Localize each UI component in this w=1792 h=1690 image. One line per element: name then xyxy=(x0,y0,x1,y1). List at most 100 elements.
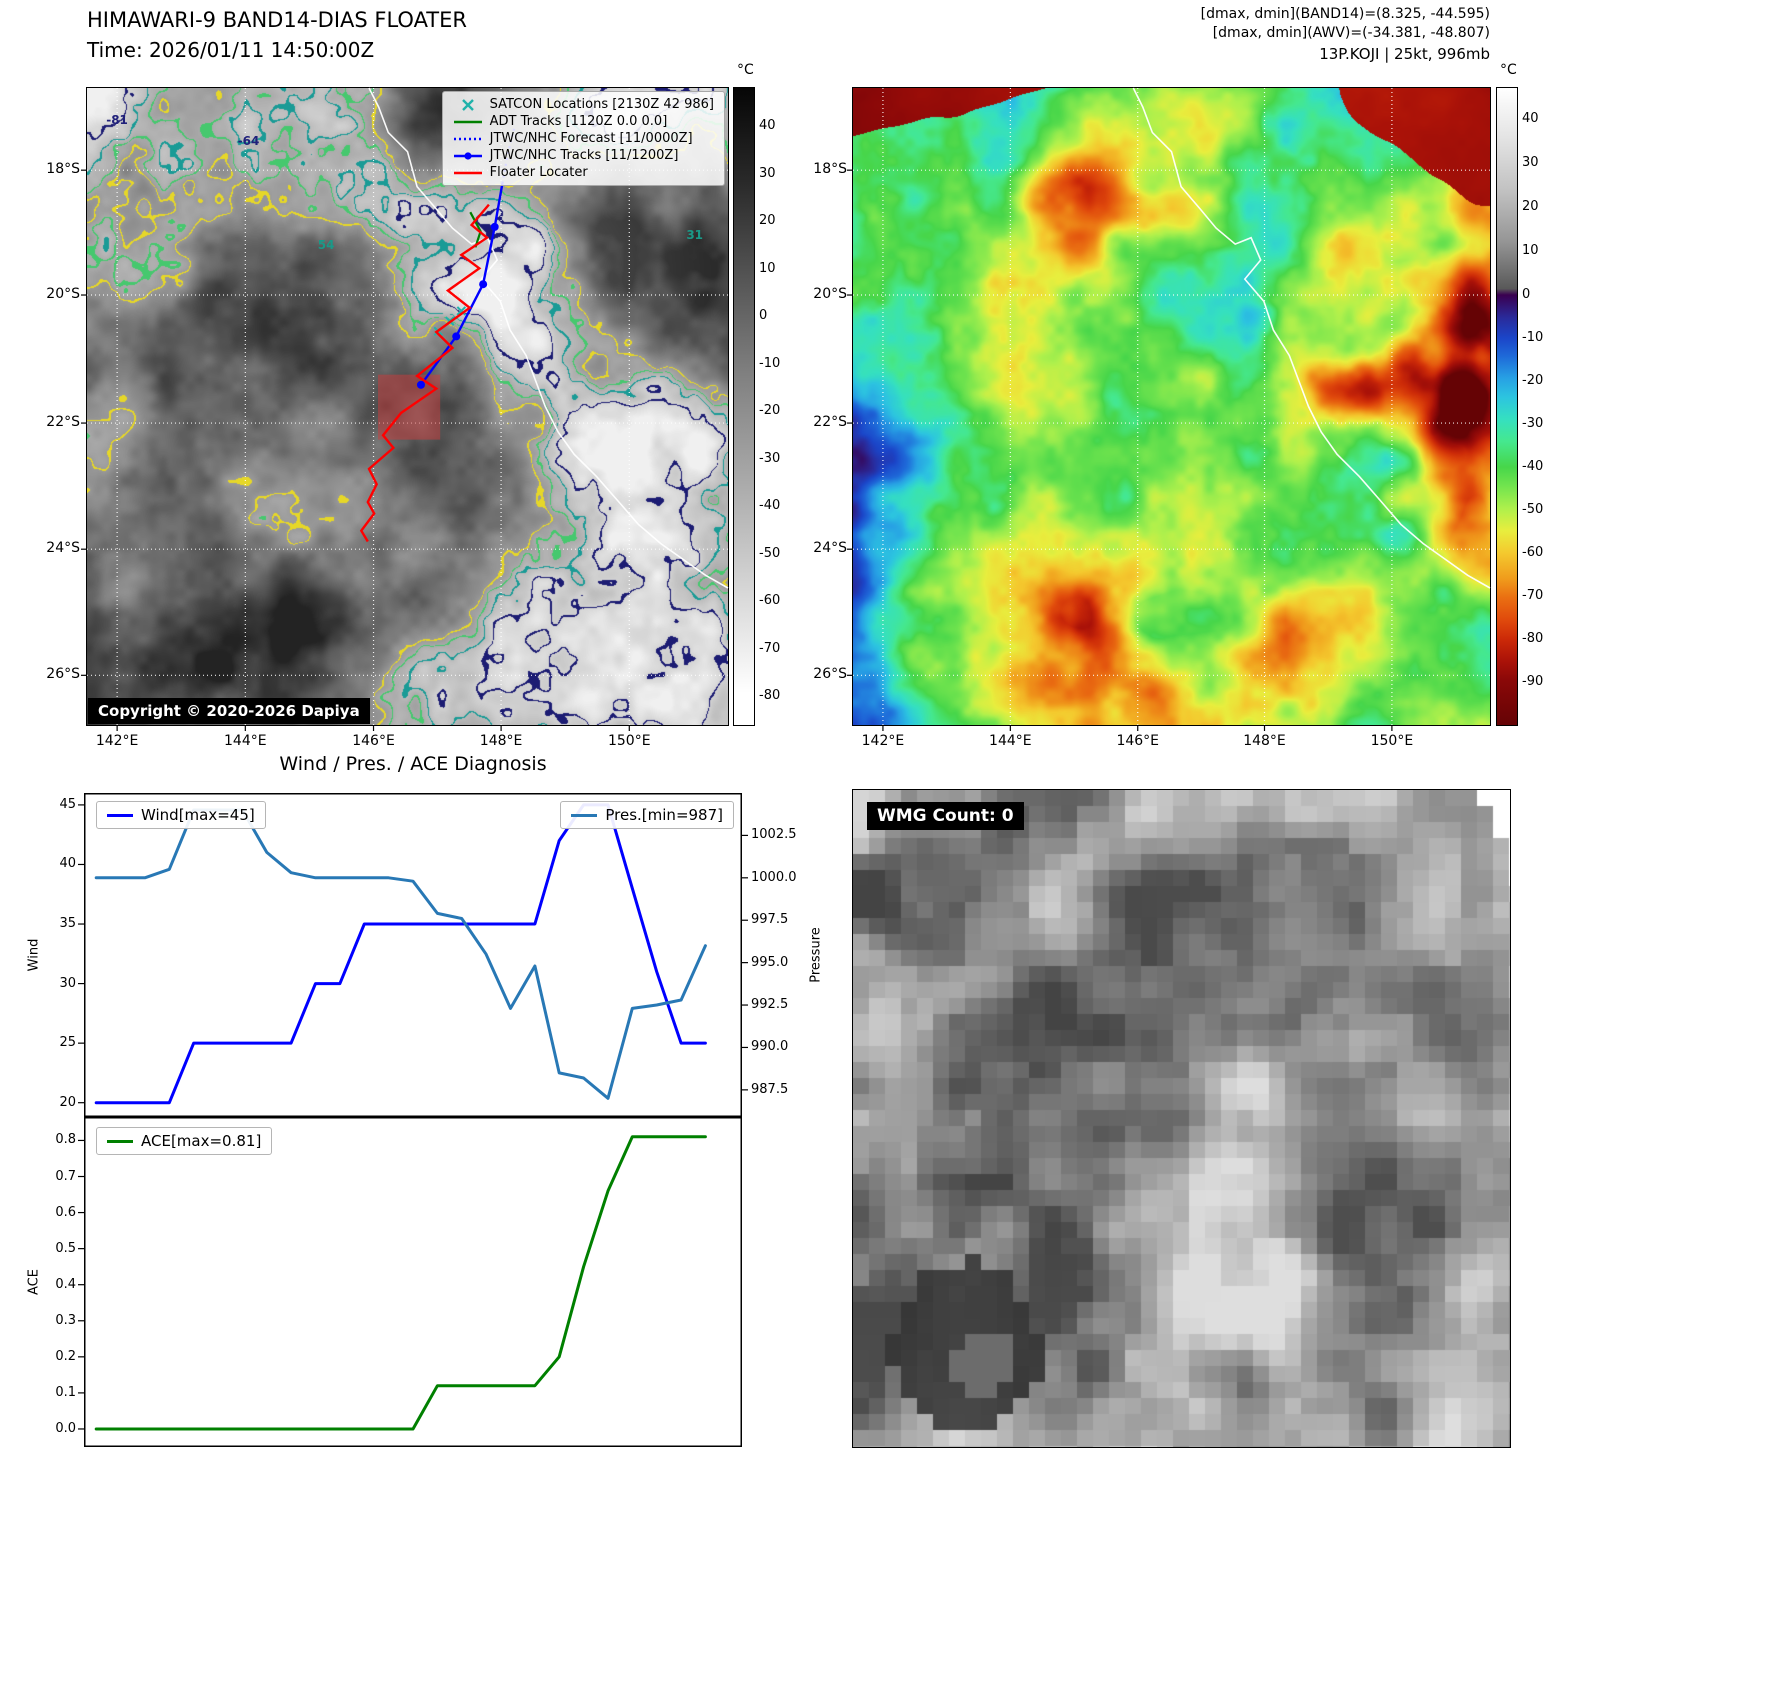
band14-colorbar-tick: 40 xyxy=(759,118,776,134)
wmg-image xyxy=(853,790,1510,1447)
pres-legend-label: Pres.[min=987] xyxy=(605,806,723,824)
legend-item-label: SATCON Locations [2130Z 42 986] xyxy=(489,97,714,112)
jtwc-track-point xyxy=(452,332,461,341)
band14-colorbar-tick: -10 xyxy=(759,355,781,371)
band14-colorbar-tick: 30 xyxy=(759,165,776,181)
awv-y-tick-label: 24°S xyxy=(813,540,847,557)
dotted-marker-icon xyxy=(453,137,482,140)
band14-x-tick-label: 148°E xyxy=(479,733,523,749)
awv-colorbar-tick: -60 xyxy=(1522,545,1544,560)
wind-tick-label: 20 xyxy=(59,1094,76,1110)
pres-line-swatch xyxy=(571,813,598,817)
ace-tick-label: 0.3 xyxy=(55,1312,76,1328)
wind-tick-label: 30 xyxy=(59,975,76,991)
contour-value-label: -81 xyxy=(106,113,128,128)
jtwc-track-point xyxy=(416,380,425,389)
contour-value-label: 54 xyxy=(317,237,335,252)
wind-legend: Wind[max=45] xyxy=(96,801,266,829)
awv-colorbar-tick: -70 xyxy=(1522,588,1544,603)
ACE[max=0.81]-series-line xyxy=(94,1135,707,1431)
awv-y-tick-label: 20°S xyxy=(813,286,847,303)
coastline xyxy=(368,87,729,589)
ace-tick-label: 0.7 xyxy=(55,1168,76,1184)
pressure-axis-label: Pressure xyxy=(808,927,824,983)
awv-colorbar-tick: 10 xyxy=(1522,242,1539,258)
coastline xyxy=(1132,87,1491,589)
legend-item-label: JTWC/NHC Tracks [11/1200Z] xyxy=(489,148,679,163)
awv-colorbar-tick: -90 xyxy=(1522,674,1544,689)
band14-x-tick-label: 150°E xyxy=(607,733,651,749)
awv-colorbar-tick: -30 xyxy=(1522,416,1544,431)
awv-colorbar-tick: -10 xyxy=(1522,330,1544,345)
awv-x-tick-label: 144°E xyxy=(989,733,1032,749)
awv-colorbar-tick: 0 xyxy=(1522,287,1531,302)
jtwc-track-point xyxy=(490,222,499,231)
pressure-tick-label: 1000.0 xyxy=(751,869,797,885)
ace-tick-label: 0.2 xyxy=(55,1348,76,1364)
awv-x-tick-label: 150°E xyxy=(1370,733,1414,749)
wind-legend-label: Wind[max=45] xyxy=(141,806,255,824)
ace-tick-label: 0.0 xyxy=(55,1420,76,1436)
ace-legend-label: ACE[max=0.81] xyxy=(141,1132,262,1150)
band14-y-tick-label: 26°S xyxy=(46,666,80,683)
pressure-tick-label: 987.5 xyxy=(751,1081,789,1097)
pressure-tick-label: 997.5 xyxy=(751,912,789,928)
wind-line-swatch xyxy=(107,813,133,817)
awv-colorbar-tick: -80 xyxy=(1522,631,1544,646)
ace-line-swatch xyxy=(107,1139,133,1143)
wmg-panel: WMG Count: 0 xyxy=(852,789,1511,1448)
band14-x-tick-label: 144°E xyxy=(224,733,267,749)
dmax-dmin-band14-text: [dmax, dmin](BAND14)=(8.325, -44.595) xyxy=(1200,6,1490,22)
wind-tick-label: 40 xyxy=(59,856,76,872)
ace-tick-label: 0.5 xyxy=(55,1240,76,1256)
ace-tick-label: 0.4 xyxy=(55,1276,76,1292)
band14-colorbar-tick: -60 xyxy=(759,593,781,609)
jtwc-track-point xyxy=(479,280,488,289)
band14-y-tick-label: 20°S xyxy=(46,286,80,303)
ace-legend: ACE[max=0.81] xyxy=(96,1127,273,1155)
awv-x-tick-label: 146°E xyxy=(1116,733,1160,749)
awv-colorbar-tick: -40 xyxy=(1522,459,1544,474)
contour-value-label: -64 xyxy=(237,133,260,148)
band14-y-tick-label: 18°S xyxy=(46,161,80,178)
line-marker-icon xyxy=(453,171,482,174)
band14-map-panel: SATCON Locations [2130Z 42 986] ADT Track… xyxy=(81,87,729,731)
ace-tick-label: 0.8 xyxy=(55,1132,76,1148)
band14-colorbar-tick: -70 xyxy=(759,640,781,656)
pressure-tick-label: 990.0 xyxy=(751,1039,789,1055)
band14-colorbar-tick: -30 xyxy=(759,450,781,466)
legend-item: ADT Tracks [1120Z 0.0 0.0] xyxy=(453,114,714,129)
legend-item: Floater Locater xyxy=(453,165,714,180)
line-dot-marker-icon xyxy=(453,151,482,160)
ace-tick-label: 0.6 xyxy=(55,1204,76,1220)
wmg-count-label: WMG Count: 0 xyxy=(867,802,1024,830)
diagnosis-title: Wind / Pres. / ACE Diagnosis xyxy=(279,753,547,775)
line-marker-icon xyxy=(453,120,482,123)
wind-axis-label: Wind xyxy=(26,938,42,972)
band14-colorbar-tick: -80 xyxy=(759,688,781,704)
band14-colorbar-tick: 10 xyxy=(759,260,776,276)
band14-colorbar-tick: -20 xyxy=(759,403,781,419)
band14-y-tick-label: 22°S xyxy=(46,414,80,431)
wind-tick-label: 25 xyxy=(59,1035,76,1051)
wind-tick-label: 35 xyxy=(59,916,76,932)
floater-track xyxy=(359,203,490,543)
awv-colorbar-tick: 30 xyxy=(1522,154,1539,170)
awv-colorbar-tick: 20 xyxy=(1522,198,1539,214)
band14-colorbar-unit: °C xyxy=(737,62,754,78)
pressure-tick-label: 995.0 xyxy=(751,954,789,970)
chart-frame xyxy=(84,793,742,1117)
legend-item-label: JTWC/NHC Forecast [11/0000Z] xyxy=(489,131,693,146)
awv-map-panel xyxy=(847,87,1491,731)
satcon-marker xyxy=(456,306,467,316)
band14-map-overlay xyxy=(81,87,729,731)
x-marker-icon xyxy=(461,98,474,111)
wind-tick-label: 45 xyxy=(59,796,76,812)
legend-item: JTWC/NHC Tracks [11/1200Z] xyxy=(453,148,714,163)
band14-y-tick-label: 24°S xyxy=(46,540,80,557)
band14-x-tick-label: 142°E xyxy=(95,733,139,749)
band14-colorbar xyxy=(733,87,755,726)
Wind[max=45]-series-line xyxy=(94,803,707,1105)
awv-colorbar-unit: °C xyxy=(1500,62,1517,78)
